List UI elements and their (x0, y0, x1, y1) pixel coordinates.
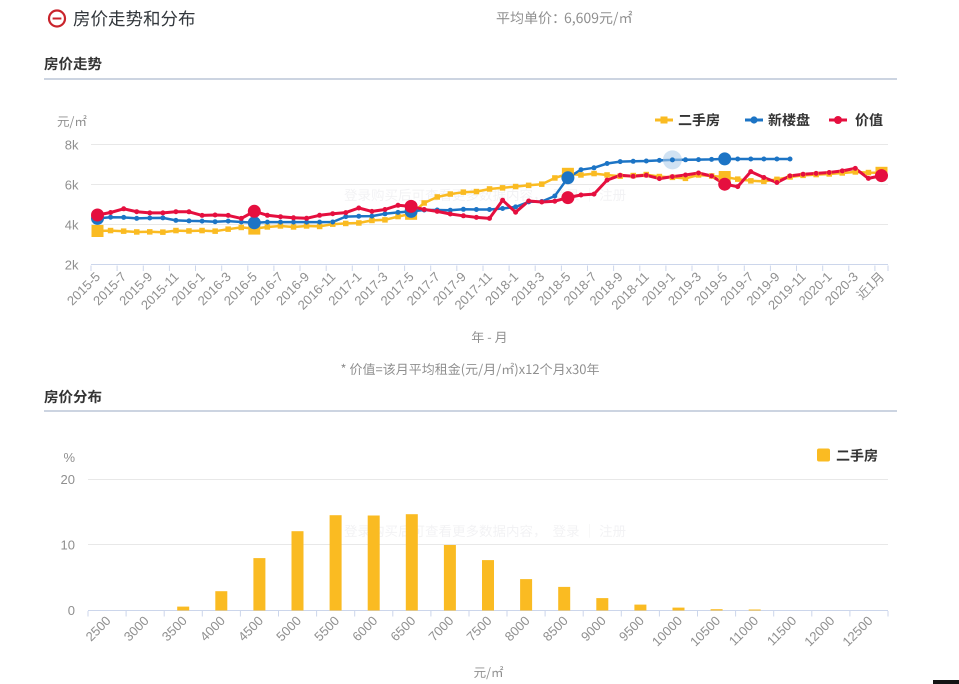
svg-text:6k: 6k (65, 178, 79, 193)
svg-text:4k: 4k (65, 218, 79, 233)
svg-text:%: % (63, 450, 75, 465)
svg-text:20: 20 (61, 472, 75, 487)
svg-text:2k: 2k (65, 258, 79, 273)
svg-text:10: 10 (61, 538, 75, 553)
svg-text:0: 0 (68, 603, 75, 618)
svg-text:8k: 8k (65, 138, 79, 153)
